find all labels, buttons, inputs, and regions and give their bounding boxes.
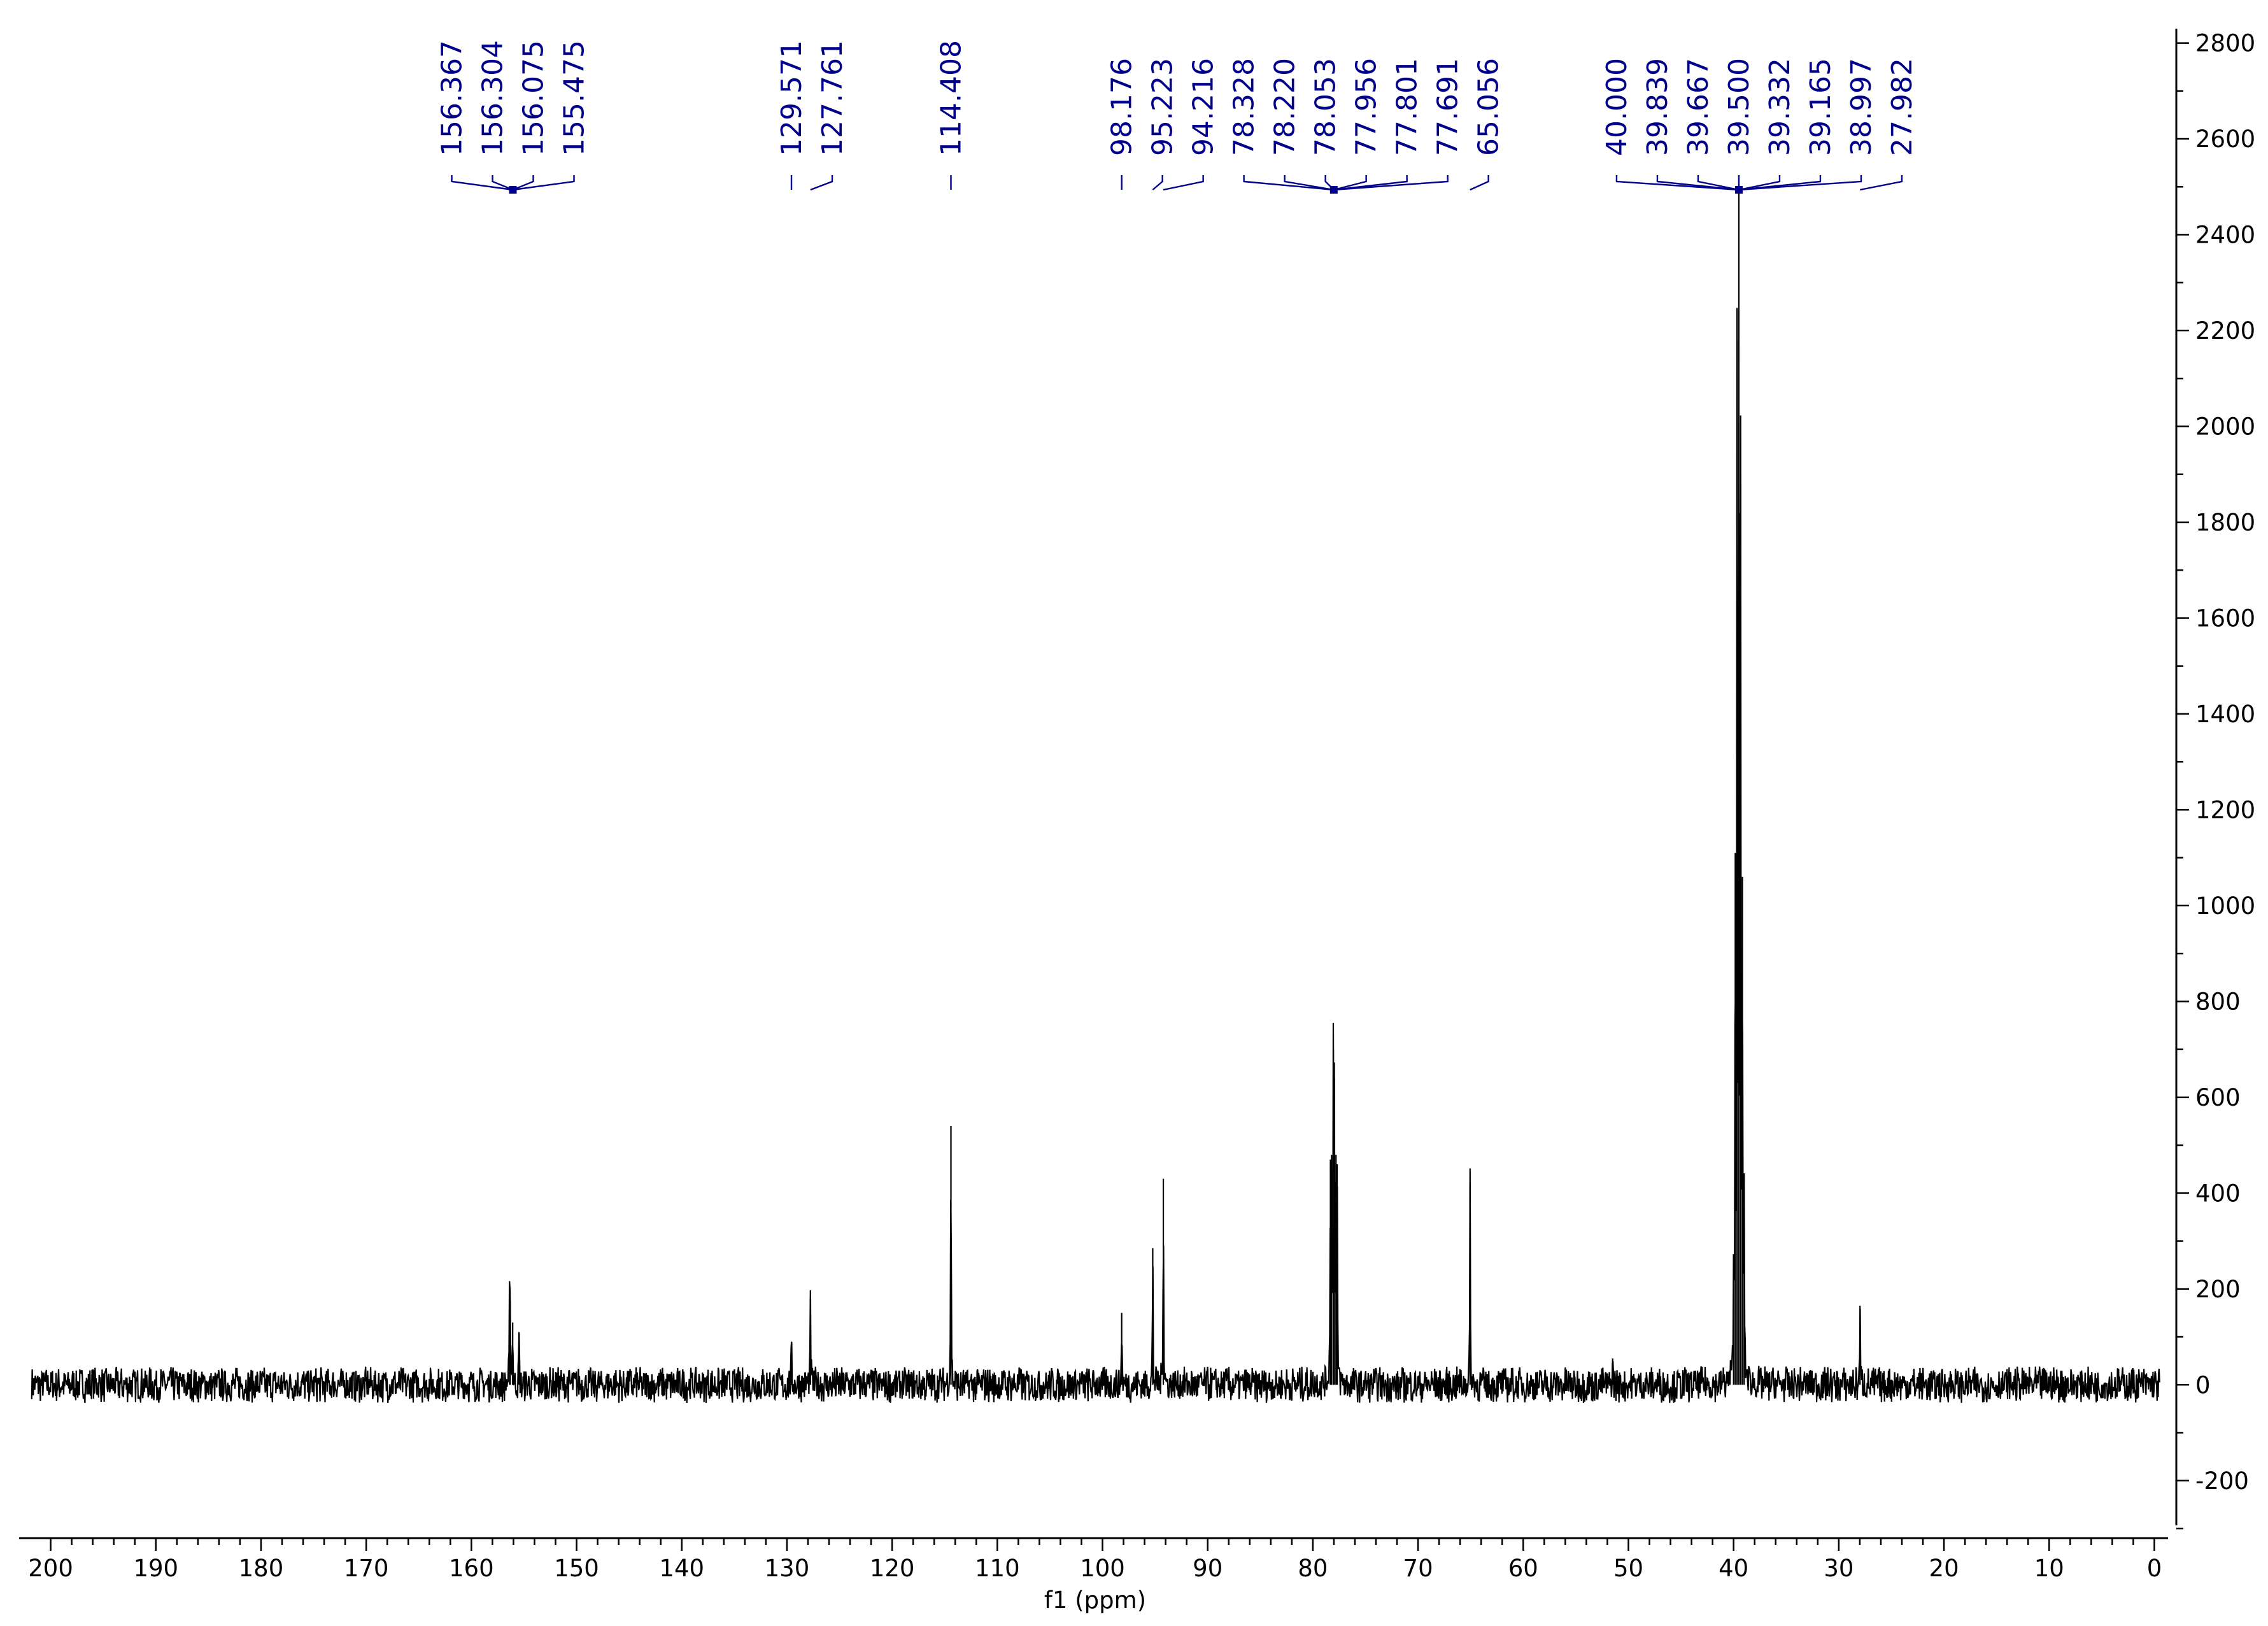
peak-label: 114.408 (935, 40, 968, 156)
peak-label: 40.000 (1601, 58, 1633, 156)
peak-leader-line (1333, 175, 1408, 191)
peak-leader-line (451, 175, 513, 191)
peak-label: 156.367 (436, 40, 469, 156)
peak-leader-line (1738, 175, 1862, 191)
y-tick-label: 1000 (2195, 892, 2255, 920)
x-tick-label: 180 (239, 1555, 284, 1582)
peak-label: 77.956 (1350, 58, 1383, 156)
x-tick-label: 120 (870, 1555, 915, 1582)
x-axis-title: f1 (ppm) (1044, 1587, 1146, 1614)
x-tick-label: 40 (1719, 1555, 1748, 1582)
peak-label: 39.500 (1723, 58, 1755, 156)
x-tick-label: 100 (1080, 1555, 1125, 1582)
peak-label: 39.839 (1641, 58, 1674, 156)
peak-label: 156.075 (518, 40, 550, 156)
x-tick-label: 110 (975, 1555, 1020, 1582)
peak-leader-line (810, 175, 833, 191)
peak-leader-line (1859, 175, 1903, 191)
peak-label: 77.691 (1432, 58, 1464, 156)
x-tick-label: 170 (344, 1555, 389, 1582)
peak-leader-line (1163, 175, 1204, 191)
y-tick-label: 1800 (2195, 509, 2255, 536)
spectrum-line (31, 308, 2160, 1403)
y-tick-label: 1400 (2195, 701, 2255, 728)
peak-label: 39.667 (1682, 58, 1715, 156)
peak-label: 65.056 (1473, 58, 1505, 156)
peak-label: 39.332 (1764, 58, 1796, 156)
peak-label: 127.761 (816, 40, 849, 156)
y-tick-label: 600 (2195, 1084, 2241, 1111)
peak-label: 39.165 (1804, 58, 1837, 156)
x-tick-label: 90 (1193, 1555, 1223, 1582)
x-tick-label: 30 (1824, 1555, 1853, 1582)
x-tick-label: 10 (2034, 1555, 2064, 1582)
x-tick-label: 190 (133, 1555, 178, 1582)
peak-annotation-layer: 156.367 156.304 156.075 155.475 129.571 127.7… (436, 40, 1918, 194)
peak-leader-line (1333, 175, 1367, 191)
x-tick-label: 160 (449, 1555, 494, 1582)
spectrum-layer (31, 187, 2160, 1403)
peak-leader-line (513, 175, 534, 191)
peak-leader-line (1615, 175, 1740, 191)
x-tick-label: 20 (1929, 1555, 1959, 1582)
x-tick-label: 130 (765, 1555, 810, 1582)
peak-leader-line (513, 175, 575, 191)
peak-label: 77.801 (1391, 58, 1424, 156)
peak-label: 129.571 (776, 40, 808, 156)
peak-leader-line (1738, 175, 1822, 191)
peak-label: 95.223 (1147, 58, 1179, 156)
peak-group-marker (1734, 186, 1743, 194)
y-tick-label: 400 (2195, 1180, 2241, 1207)
peak-label: 78.053 (1310, 58, 1342, 156)
peak-label: 78.328 (1228, 58, 1261, 156)
x-tick-label: 150 (554, 1555, 599, 1582)
peak-label: 98.176 (1106, 58, 1138, 156)
x-tick-label: 80 (1298, 1555, 1328, 1582)
y-tick-label: 2400 (2195, 222, 2255, 249)
peak-leader-line (1284, 175, 1335, 191)
x-tick-label: 60 (1508, 1555, 1538, 1582)
x-tick-label: 0 (2147, 1555, 2162, 1582)
peak-leader-line (1152, 175, 1163, 190)
y-tick-label: 0 (2195, 1371, 2211, 1399)
y-tick-label: 1600 (2195, 604, 2255, 632)
peak-group-marker (1329, 186, 1338, 194)
peak-leader-line (1656, 175, 1740, 191)
peak-label: 155.475 (558, 40, 591, 156)
y-tick-label: -200 (2195, 1467, 2249, 1495)
y-tick-label: 2800 (2195, 30, 2255, 57)
y-tick-label: 200 (2195, 1276, 2241, 1303)
y-tick-label: 800 (2195, 988, 2241, 1015)
peak-leader-line (492, 175, 513, 191)
y-tick-label: 2200 (2195, 317, 2255, 345)
x-tick-label: 50 (1613, 1555, 1643, 1582)
y-tick-label: 1200 (2195, 796, 2255, 824)
x-tick-label: 200 (28, 1555, 73, 1582)
peak-group-marker (509, 186, 517, 194)
x-tick-label: 70 (1403, 1555, 1433, 1582)
peak-leader-line (1697, 175, 1740, 191)
peak-leader-line (1470, 175, 1489, 191)
peak-label: 78.220 (1269, 58, 1301, 156)
peak-label: 156.304 (477, 40, 509, 156)
peak-leader-line (1738, 175, 1781, 191)
peak-label: 94.216 (1187, 58, 1220, 156)
x-axis: 200 190 180 170 160 150 140 130 120 110 100 90 80 70 6… (19, 1537, 2168, 1582)
y-tick-label: 2000 (2195, 413, 2255, 440)
peak-label: 38.997 (1845, 58, 1878, 156)
x-tick-label: 140 (659, 1555, 704, 1582)
peak-label: 27.982 (1886, 58, 1918, 156)
peak-leader-line (1333, 175, 1449, 191)
peak-leader-line (1243, 175, 1334, 191)
y-tick-label: 2600 (2195, 125, 2255, 153)
y-axis: -200 0 200 400 600 800 1000 1200 1400 1600 1800 200… (2175, 29, 2255, 1530)
